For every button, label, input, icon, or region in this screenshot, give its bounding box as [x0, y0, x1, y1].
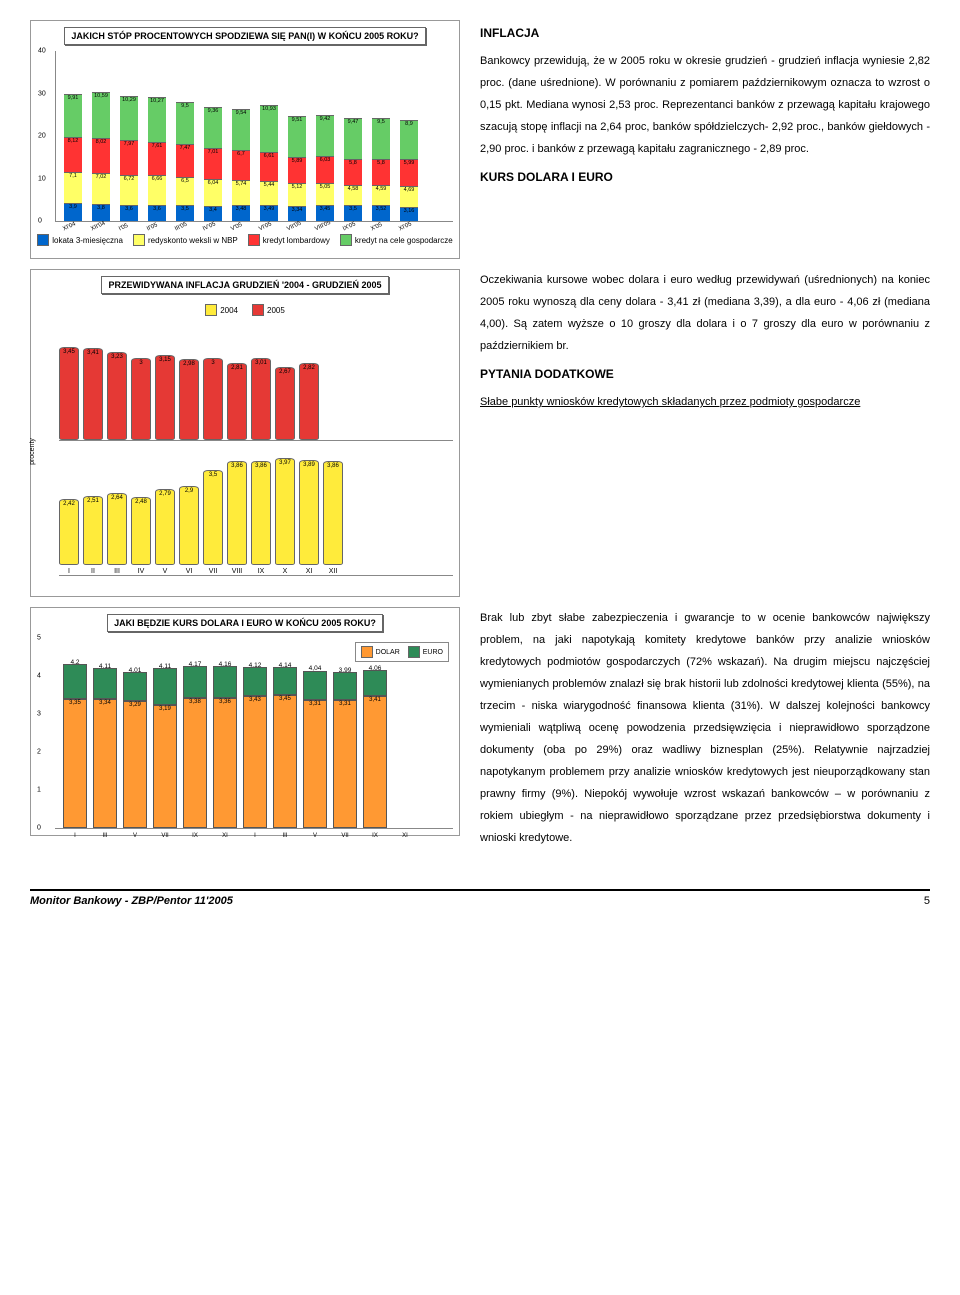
- chart1-legend: lokata 3-miesięcznaredyskonto weksli w N…: [37, 234, 453, 246]
- chart2-legend: 2004 2005: [37, 304, 453, 316]
- heading-inflacja: INFLACJA: [480, 26, 930, 40]
- page-number: 5: [924, 895, 930, 907]
- heading-kurs: KURS DOLARA I EURO: [480, 170, 930, 184]
- heading-slabe: Słabe punkty wniosków kredytowych składa…: [480, 396, 860, 408]
- chart2-title: PRZEWIDYWANA INFLACJA GRUDZIEŃ '2004 - G…: [101, 276, 388, 294]
- chart3-plot: DOLAR EURO 0123454,23,35I4,113,34III4,01…: [55, 638, 453, 829]
- chart2-row-2004: 2,42I2,51II2,64III2,48IV2,79V2,9VI3,5VII…: [59, 455, 453, 576]
- para-slabe: Brak lub zbyt słabe zabezpieczenia i gwa…: [480, 607, 930, 849]
- para-inflacja: Bankowcy przewidują, że w 2005 roku w ok…: [480, 50, 930, 160]
- chart-inflacja-box: PRZEWIDYWANA INFLACJA GRUDZIEŃ '2004 - G…: [30, 269, 460, 597]
- chart3-title: JAKI BĘDZIE KURS DOLARA I EURO W KOŃCU 2…: [107, 614, 383, 632]
- chart-kurs-box: JAKI BĘDZIE KURS DOLARA I EURO W KOŃCU 2…: [30, 607, 460, 836]
- chart2-row-2005: 3,453,413,2333,152,9832,813,012,672,82: [59, 320, 453, 441]
- para-kurs: Oczekiwania kursowe wobec dolara i euro …: [480, 269, 930, 357]
- chart1-title: JAKICH STÓP PROCENTOWYCH SPODZIEWA SIĘ P…: [64, 27, 425, 45]
- legend-2004: 2004: [220, 306, 238, 315]
- y-axis-label: procenty: [29, 438, 36, 465]
- legend-2005: 2005: [267, 306, 285, 315]
- chart3-legend: DOLAR EURO: [355, 642, 449, 662]
- footer-left: Monitor Bankowy - ZBP/Pentor 11'2005: [30, 895, 233, 907]
- page-footer: Monitor Bankowy - ZBP/Pentor 11'2005 5: [30, 889, 930, 907]
- chart1-plot: 010203040XI'043,97,18,129,91XII'043,87,0…: [55, 51, 453, 222]
- chart-stopy: JAKICH STÓP PROCENTOWYCH SPODZIEWA SIĘ P…: [30, 20, 460, 259]
- heading-pytania: PYTANIA DODATKOWE: [480, 367, 930, 381]
- legend-dolar: DOLAR: [376, 649, 400, 656]
- legend-euro: EURO: [423, 649, 443, 656]
